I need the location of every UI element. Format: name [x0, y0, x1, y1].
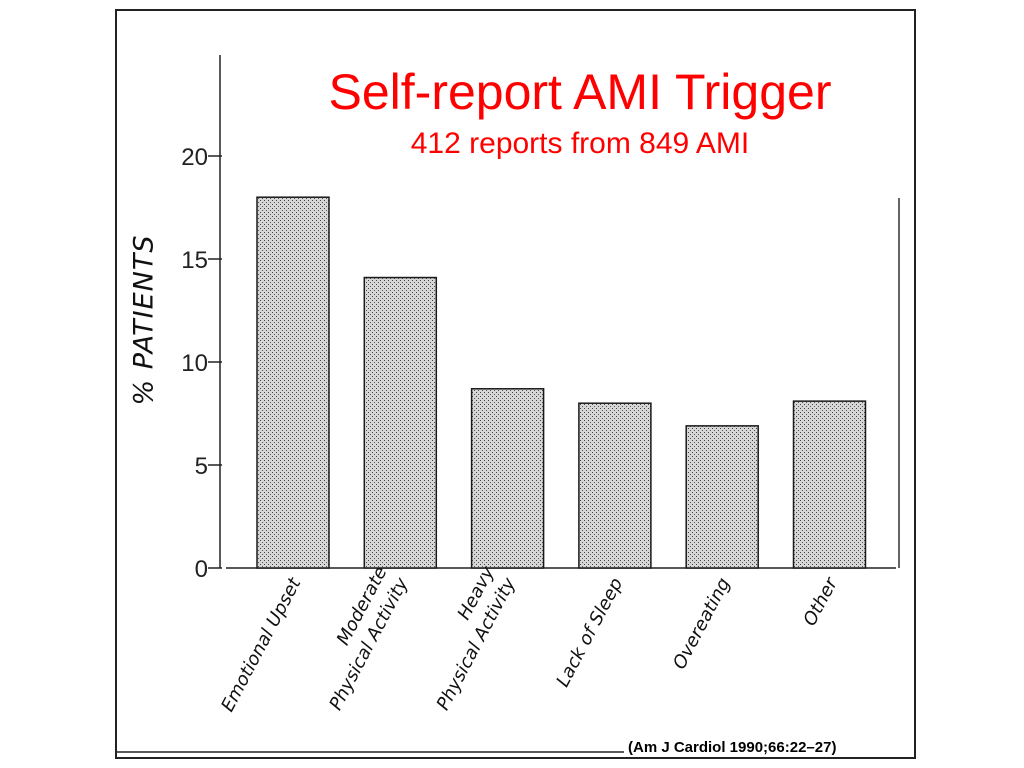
y-axis-label: % PATIENTS [128, 234, 160, 406]
bar [792, 400, 867, 569]
bar [685, 425, 759, 569]
y-tick-label: 15 [181, 247, 208, 274]
bar [363, 276, 438, 569]
x-tick-label-line: Lack of Sleep [552, 574, 627, 690]
y-tick-label: 0 [195, 556, 208, 583]
x-tick-label: Emotional Upset [217, 574, 306, 716]
chart-title: Self-report AMI Trigger [328, 64, 832, 120]
bar [256, 196, 330, 569]
x-tick-label-line: Other [799, 573, 842, 629]
y-tick-label: 5 [195, 453, 208, 480]
x-tick-label: Other [799, 573, 842, 629]
x-tick-label: Lack of Sleep [552, 574, 627, 690]
title-block: Self-report AMI Trigger 412 reports from… [250, 62, 910, 162]
x-tick-label-line: Overeating [669, 574, 735, 672]
y-tick-label: 20 [181, 144, 208, 171]
bar [578, 402, 652, 569]
chart-subtitle: 412 reports from 849 AMI [410, 127, 750, 160]
x-tick-label: Overeating [669, 574, 735, 672]
y-tick-label: 10 [181, 350, 208, 377]
bar [470, 388, 545, 569]
citation: (Am J Cardiol 1990;66:22–27) [624, 739, 841, 756]
figure-border [115, 9, 916, 759]
x-tick-label-line: Emotional Upset [217, 574, 306, 716]
